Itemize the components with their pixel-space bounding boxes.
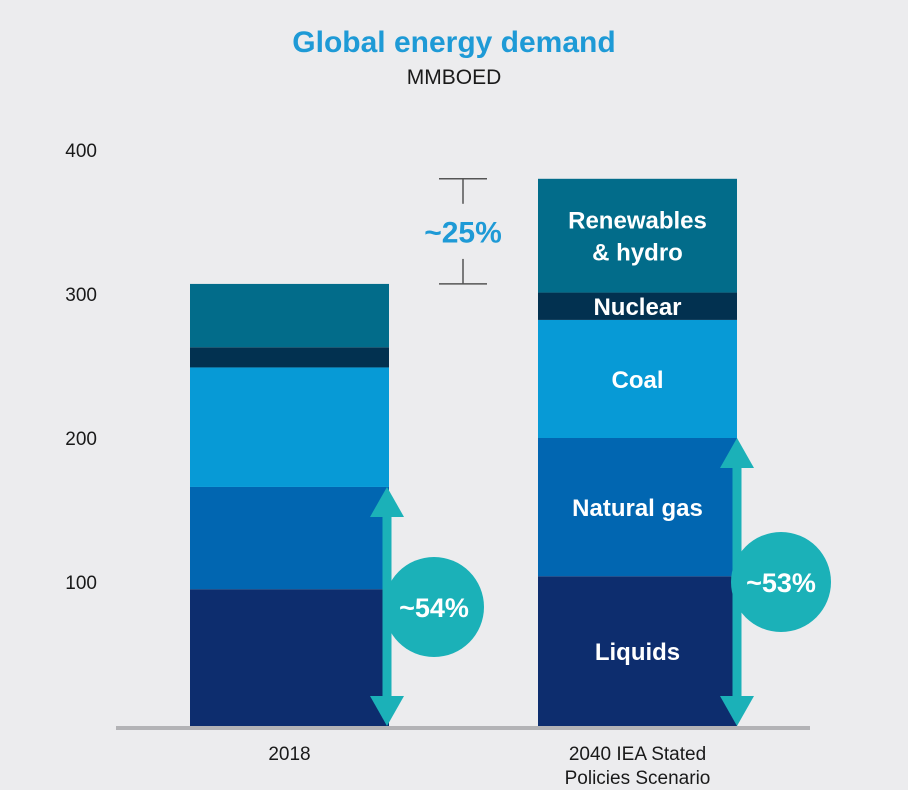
bar-segment-coal — [190, 367, 389, 487]
share-callout: ~54% — [370, 486, 484, 726]
annotations: ~54% ~53% ~25% — [370, 178, 831, 726]
bar-segment-renewables-hydro — [538, 178, 737, 293]
y-tick-label: 300 — [65, 285, 97, 306]
arrow-up-icon — [720, 438, 754, 468]
bar-segment-liquids — [190, 589, 389, 726]
share-circle — [384, 557, 484, 657]
share-circle — [731, 532, 831, 632]
y-tick-label: 100 — [65, 573, 97, 594]
bar-segment-coal — [538, 319, 737, 438]
bar-segment-natural-gas — [190, 486, 389, 590]
chart-subtitle: MMBOED — [406, 66, 502, 89]
segment-label-renewables-hydro: Renewables & hydro — [568, 208, 707, 267]
arrow-up-icon — [370, 486, 404, 517]
x-category-label: 2018 — [268, 744, 310, 765]
segment-label-coal: Coal — [611, 367, 663, 394]
arrow-down-icon — [720, 696, 754, 726]
growth-bracket: ~25% — [424, 178, 502, 285]
bar-segment-nuclear — [190, 347, 389, 368]
segment-label-liquids: Liquids — [595, 639, 680, 666]
growth-percent-label: ~25% — [424, 216, 502, 249]
y-tick-label: 400 — [65, 141, 97, 162]
bar-segment-nuclear — [538, 292, 737, 320]
category-labels: 2018 2040 IEA Stated Policies Scenario — [268, 744, 710, 789]
share-percent-label: ~54% — [399, 593, 469, 623]
chart-title: Global energy demand — [292, 26, 616, 59]
share-callout: ~53% — [720, 438, 831, 726]
bar-segment-natural-gas — [538, 438, 737, 577]
bar-segment-liquids — [538, 576, 737, 726]
segment-label-natural-gas: Natural gas — [572, 495, 703, 522]
bars: Liquids Natural gas Coal Nuclear Renewables &… — [190, 178, 737, 726]
bar-segment-renewables-hydro — [190, 283, 389, 348]
arrow-down-icon — [370, 696, 404, 726]
y-tick-label: 200 — [65, 429, 97, 450]
x-category-label: 2040 IEA Stated Policies Scenario — [565, 744, 711, 789]
y-axis-ticks: 100 200 300 400 — [65, 141, 97, 594]
segment-label-nuclear: Nuclear — [593, 294, 681, 321]
share-percent-label: ~53% — [746, 568, 816, 598]
